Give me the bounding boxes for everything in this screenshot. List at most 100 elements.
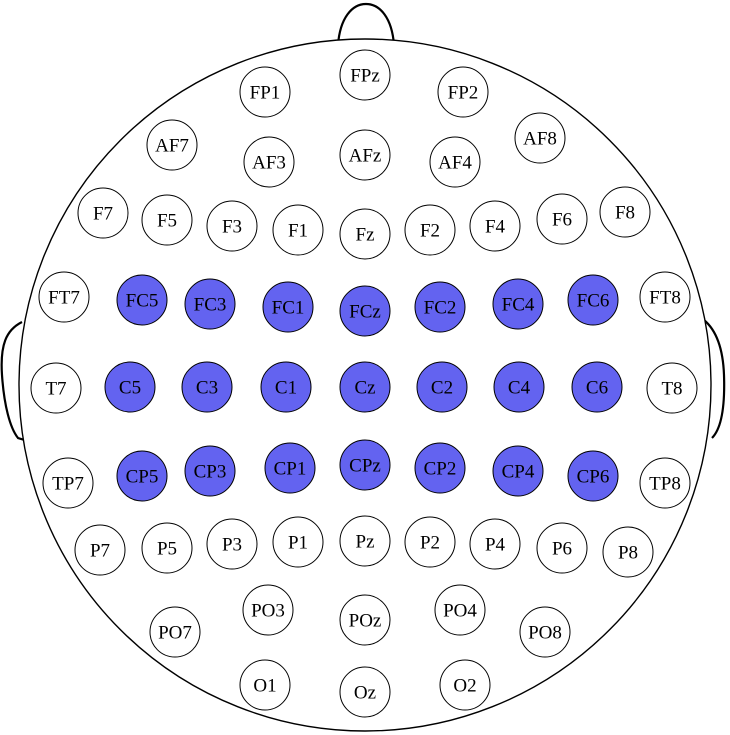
- electrode-label: P8: [618, 543, 638, 564]
- electrode-marker: [493, 361, 545, 413]
- electrode-marker: [42, 457, 94, 509]
- electrode-label: P5: [157, 539, 177, 560]
- electrode-label: C2: [431, 378, 453, 399]
- electrode-tp7: TP7: [42, 457, 94, 509]
- electrode-marker: [146, 119, 198, 171]
- electrode-label: C1: [275, 378, 297, 399]
- electrode-label: F7: [93, 204, 113, 225]
- electrode-label: CP6: [577, 467, 610, 488]
- electrode-c1: C1: [260, 361, 312, 413]
- electrode-label: T7: [45, 379, 66, 400]
- electrode-cp1: CP1: [264, 442, 316, 494]
- electrode-p4: P4: [469, 518, 521, 570]
- electrode-marker: [104, 361, 156, 413]
- electrode-marker: [243, 136, 295, 188]
- electrode-marker: [339, 594, 391, 646]
- electrode-label: CPz: [349, 456, 381, 477]
- electrode-label: F4: [485, 217, 506, 238]
- electrode-marker: [206, 518, 258, 570]
- electrode-label: P3: [222, 535, 242, 556]
- electrode-marker: [116, 274, 168, 326]
- electrode-label: Cz: [354, 378, 375, 399]
- electrode-fp2: FP2: [437, 66, 489, 118]
- electrode-marker: [339, 439, 391, 491]
- right-ear-outline: [703, 319, 726, 439]
- electrode-label: C5: [119, 378, 141, 399]
- electrode-label: AF3: [252, 153, 286, 174]
- electrode-marker: [339, 208, 391, 260]
- electrode-fc4: FC4: [492, 278, 544, 330]
- electrode-ft7: FT7: [38, 271, 90, 323]
- electrode-marker: [38, 271, 90, 323]
- electrode-label: CP5: [126, 467, 159, 488]
- electrode-c4: C4: [493, 361, 545, 413]
- electrode-f6: F6: [536, 193, 588, 245]
- electrode-fz: Fz: [339, 208, 391, 260]
- electrode-label: FC5: [126, 291, 159, 312]
- electrode-label: T8: [661, 379, 682, 400]
- electrode-p7: P7: [74, 524, 126, 576]
- electrode-marker: [116, 450, 168, 502]
- electrode-f3: F3: [206, 200, 258, 252]
- electrode-label: F2: [420, 221, 440, 242]
- electrode-fc1: FC1: [262, 281, 314, 333]
- electrode-marker: [639, 457, 691, 509]
- electrode-label: POz: [349, 611, 382, 632]
- electrode-marker: [492, 445, 544, 497]
- electrode-po3: PO3: [242, 584, 294, 636]
- electrode-marker: [536, 193, 588, 245]
- electrode-marker: [242, 584, 294, 636]
- electrode-label: PO7: [158, 623, 192, 644]
- electrode-p2: P2: [404, 516, 456, 568]
- electrode-c3: C3: [181, 361, 233, 413]
- electrode-marker: [77, 187, 129, 239]
- electrode-label: FPz: [350, 66, 380, 87]
- electrode-marker: [536, 522, 588, 574]
- electrode-label: FT7: [48, 288, 80, 309]
- electrode-marker: [339, 49, 391, 101]
- electrode-f8: F8: [599, 186, 651, 238]
- electrode-marker: [429, 136, 481, 188]
- electrode-label: F1: [288, 221, 308, 242]
- electrode-p3: P3: [206, 518, 258, 570]
- electrode-marker: [141, 522, 193, 574]
- electrode-label: FC4: [502, 295, 535, 316]
- electrode-marker: [646, 362, 698, 414]
- electrode-pz: Pz: [339, 515, 391, 567]
- electrode-marker: [469, 200, 521, 252]
- electrode-label: P4: [485, 535, 506, 556]
- electrode-label: CP4: [502, 462, 535, 483]
- electrode-f5: F5: [141, 194, 193, 246]
- electrode-af7: AF7: [146, 119, 198, 171]
- electrode-fc5: FC5: [116, 274, 168, 326]
- electrode-label: FC3: [194, 295, 227, 316]
- electrode-po8: PO8: [519, 606, 571, 658]
- electrode-label: Fz: [356, 225, 375, 246]
- electrode-cp3: CP3: [184, 445, 236, 497]
- electrode-marker: [416, 361, 468, 413]
- electrode-label: C6: [586, 378, 608, 399]
- electrode-cp6: CP6: [567, 450, 619, 502]
- electrode-af4: AF4: [429, 136, 481, 188]
- electrode-marker: [149, 606, 201, 658]
- electrode-afz: AFz: [339, 129, 391, 181]
- electrode-marker: [514, 112, 566, 164]
- electrode-label: PO3: [251, 601, 285, 622]
- electrode-oz: Oz: [339, 666, 391, 718]
- electrode-label: C3: [196, 378, 218, 399]
- electrode-p5: P5: [141, 522, 193, 574]
- electrode-label: AF4: [438, 153, 472, 174]
- electrode-marker: [339, 361, 391, 413]
- electrode-label: O2: [453, 676, 476, 697]
- electrode-label: Oz: [354, 683, 376, 704]
- electrode-f4: F4: [469, 200, 521, 252]
- electrode-marker: [414, 281, 466, 333]
- electrode-marker: [74, 524, 126, 576]
- electrode-marker: [262, 281, 314, 333]
- electrode-marker: [272, 204, 324, 256]
- electrode-po7: PO7: [149, 606, 201, 658]
- electrode-label: F3: [222, 217, 242, 238]
- electrode-fc3: FC3: [184, 278, 236, 330]
